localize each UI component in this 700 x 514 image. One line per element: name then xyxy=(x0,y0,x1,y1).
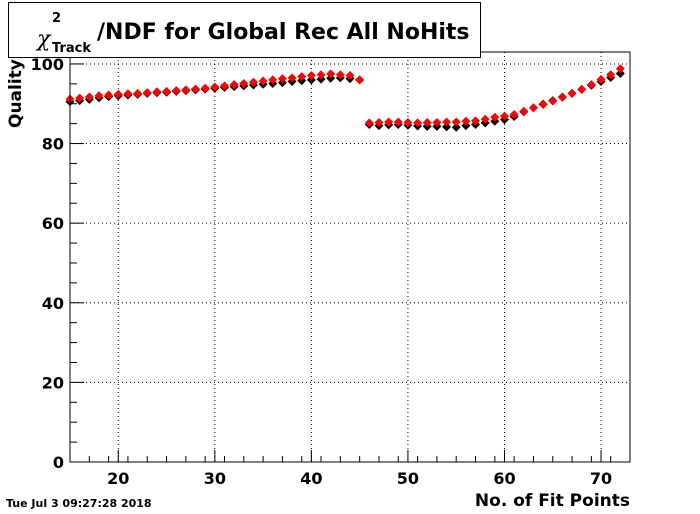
data-point xyxy=(567,88,577,98)
x-axis-label: No. of Fit Points xyxy=(474,491,630,511)
y-tick-label: 100 xyxy=(31,55,64,74)
title-superscript: 2 xyxy=(52,11,62,26)
data-point xyxy=(432,117,442,127)
data-point xyxy=(200,83,210,93)
x-tick-label: 70 xyxy=(590,469,612,488)
data-point xyxy=(297,72,307,82)
x-tick-label: 60 xyxy=(493,469,515,488)
data-point xyxy=(287,73,297,83)
data-point xyxy=(335,70,345,80)
data-point xyxy=(480,114,490,124)
data-point xyxy=(528,103,538,113)
plot-frame xyxy=(69,51,631,463)
data-point xyxy=(104,90,114,100)
timestamp: Tue Jul 3 09:27:28 2018 xyxy=(6,497,152,510)
data-point xyxy=(171,86,181,96)
data-point xyxy=(461,116,471,126)
data-point xyxy=(75,93,85,103)
data-point xyxy=(277,74,287,84)
grid-lines xyxy=(70,52,630,463)
chart-title: /NDF for Global Rec All NoHits xyxy=(97,20,470,45)
data-point xyxy=(471,116,481,126)
data-point xyxy=(413,118,423,128)
data-point xyxy=(316,70,326,80)
data-point xyxy=(442,117,452,127)
data-point xyxy=(142,88,152,98)
title-chi-symbol: χ xyxy=(37,27,51,52)
data-point xyxy=(596,74,606,84)
data-point xyxy=(499,111,509,121)
data-point xyxy=(113,89,123,99)
title-subscript: Track xyxy=(52,41,91,56)
data-point xyxy=(519,106,529,116)
data-point xyxy=(384,117,394,127)
y-axis-ticks: 0 20 40 60 80 100 xyxy=(31,55,84,472)
data-point xyxy=(181,85,191,95)
x-tick-label: 50 xyxy=(397,469,419,488)
x-tick-label: 20 xyxy=(107,469,129,488)
y-tick-label: 20 xyxy=(42,373,64,392)
data-point xyxy=(509,109,519,119)
data-point xyxy=(268,75,278,85)
data-point xyxy=(326,69,336,79)
data-point xyxy=(548,96,558,106)
data-point xyxy=(606,70,616,80)
x-tick-label: 30 xyxy=(204,469,226,488)
y-tick-label: 80 xyxy=(42,135,64,154)
data-point xyxy=(239,78,249,88)
data-point xyxy=(345,70,355,80)
data-point xyxy=(133,88,143,98)
data-point xyxy=(306,70,316,80)
data-point xyxy=(577,84,587,94)
y-tick-label: 0 xyxy=(53,453,64,472)
y-axis-label: Quality xyxy=(6,59,26,128)
data-point xyxy=(557,92,567,102)
data-points xyxy=(65,64,625,132)
data-point xyxy=(258,76,268,86)
data-point xyxy=(586,80,596,90)
chart-title-box: χ 2 Track /NDF for Global Rec All NoHits xyxy=(8,2,481,58)
data-point xyxy=(422,117,432,127)
data-point xyxy=(490,112,500,122)
data-point xyxy=(364,118,374,128)
data-point xyxy=(84,92,94,102)
data-point xyxy=(615,64,625,74)
data-point xyxy=(393,117,403,127)
data-point xyxy=(355,75,365,85)
data-point xyxy=(94,91,104,101)
y-tick-label: 60 xyxy=(42,214,64,233)
data-point xyxy=(229,80,239,90)
data-point xyxy=(210,82,220,92)
data-point xyxy=(123,89,133,99)
x-axis-ticks: 20 30 40 50 60 70 xyxy=(69,450,631,488)
data-point xyxy=(538,100,548,110)
data-point xyxy=(162,86,172,96)
x-tick-label: 40 xyxy=(300,469,322,488)
data-point xyxy=(248,77,258,87)
series-red xyxy=(65,64,625,128)
data-point xyxy=(451,122,461,132)
data-point xyxy=(374,117,384,127)
data-point xyxy=(442,122,452,132)
y-tick-label: 40 xyxy=(42,294,64,313)
data-point xyxy=(191,84,201,94)
data-point xyxy=(219,81,229,91)
data-point xyxy=(152,87,162,97)
data-point xyxy=(451,117,461,127)
series-black xyxy=(65,68,625,132)
data-point xyxy=(615,68,625,78)
data-point xyxy=(403,117,413,127)
